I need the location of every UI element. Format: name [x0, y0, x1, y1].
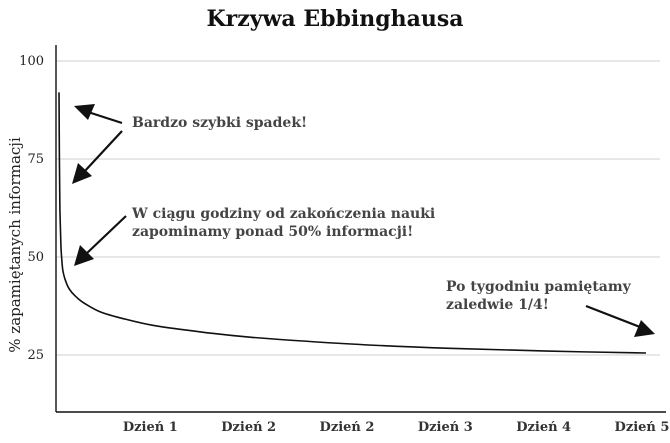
- x-tick-label: Dzień 3: [418, 420, 473, 435]
- arrow-to-top-icon: [74, 104, 123, 125]
- chart-title: Krzywa Ebbinghausa: [207, 6, 464, 32]
- y-tick-label: 25: [27, 348, 44, 363]
- annotation-one-week-line: Po tygodniu pamiętamy: [446, 279, 632, 295]
- annotation-fast-drop: Bardzo szybki spadek!: [132, 115, 307, 131]
- annotation-one-week: Po tygodniu pamiętamy zaledwie 1/4!: [446, 279, 636, 313]
- y-tick-label: 50: [27, 250, 44, 265]
- y-axis-label: % zapamiętanych informacji: [6, 137, 24, 353]
- annotation-fast-drop-line: Bardzo szybki spadek!: [132, 115, 307, 131]
- annotation-one-hour-line: zapominamy ponad 50% informacji!: [132, 224, 413, 240]
- forgetting-curve-line: [58, 92, 647, 354]
- annotation-one-hour: W ciągu godziny od zakończenia nauki zap…: [131, 206, 440, 240]
- x-tick-label: Dzień 2: [320, 420, 375, 435]
- arrow-to-75-icon: [72, 130, 123, 184]
- x-tick-label: Dzień 1: [123, 420, 178, 435]
- annotation-one-hour-line: W ciągu godziny od zakończenia nauki: [131, 206, 435, 222]
- y-tick-label: 75: [27, 152, 44, 167]
- x-tick-label: Dzień 4: [516, 420, 571, 435]
- arrow-to-50-icon: [74, 215, 127, 266]
- y-tick-label: 100: [19, 54, 44, 69]
- x-tick-label: Dzień 2: [221, 420, 276, 435]
- x-tick-label: Dzień 5: [615, 420, 670, 435]
- arrow-to-end-icon: [585, 304, 655, 337]
- annotation-one-week-line: zaledwie 1/4!: [446, 297, 549, 313]
